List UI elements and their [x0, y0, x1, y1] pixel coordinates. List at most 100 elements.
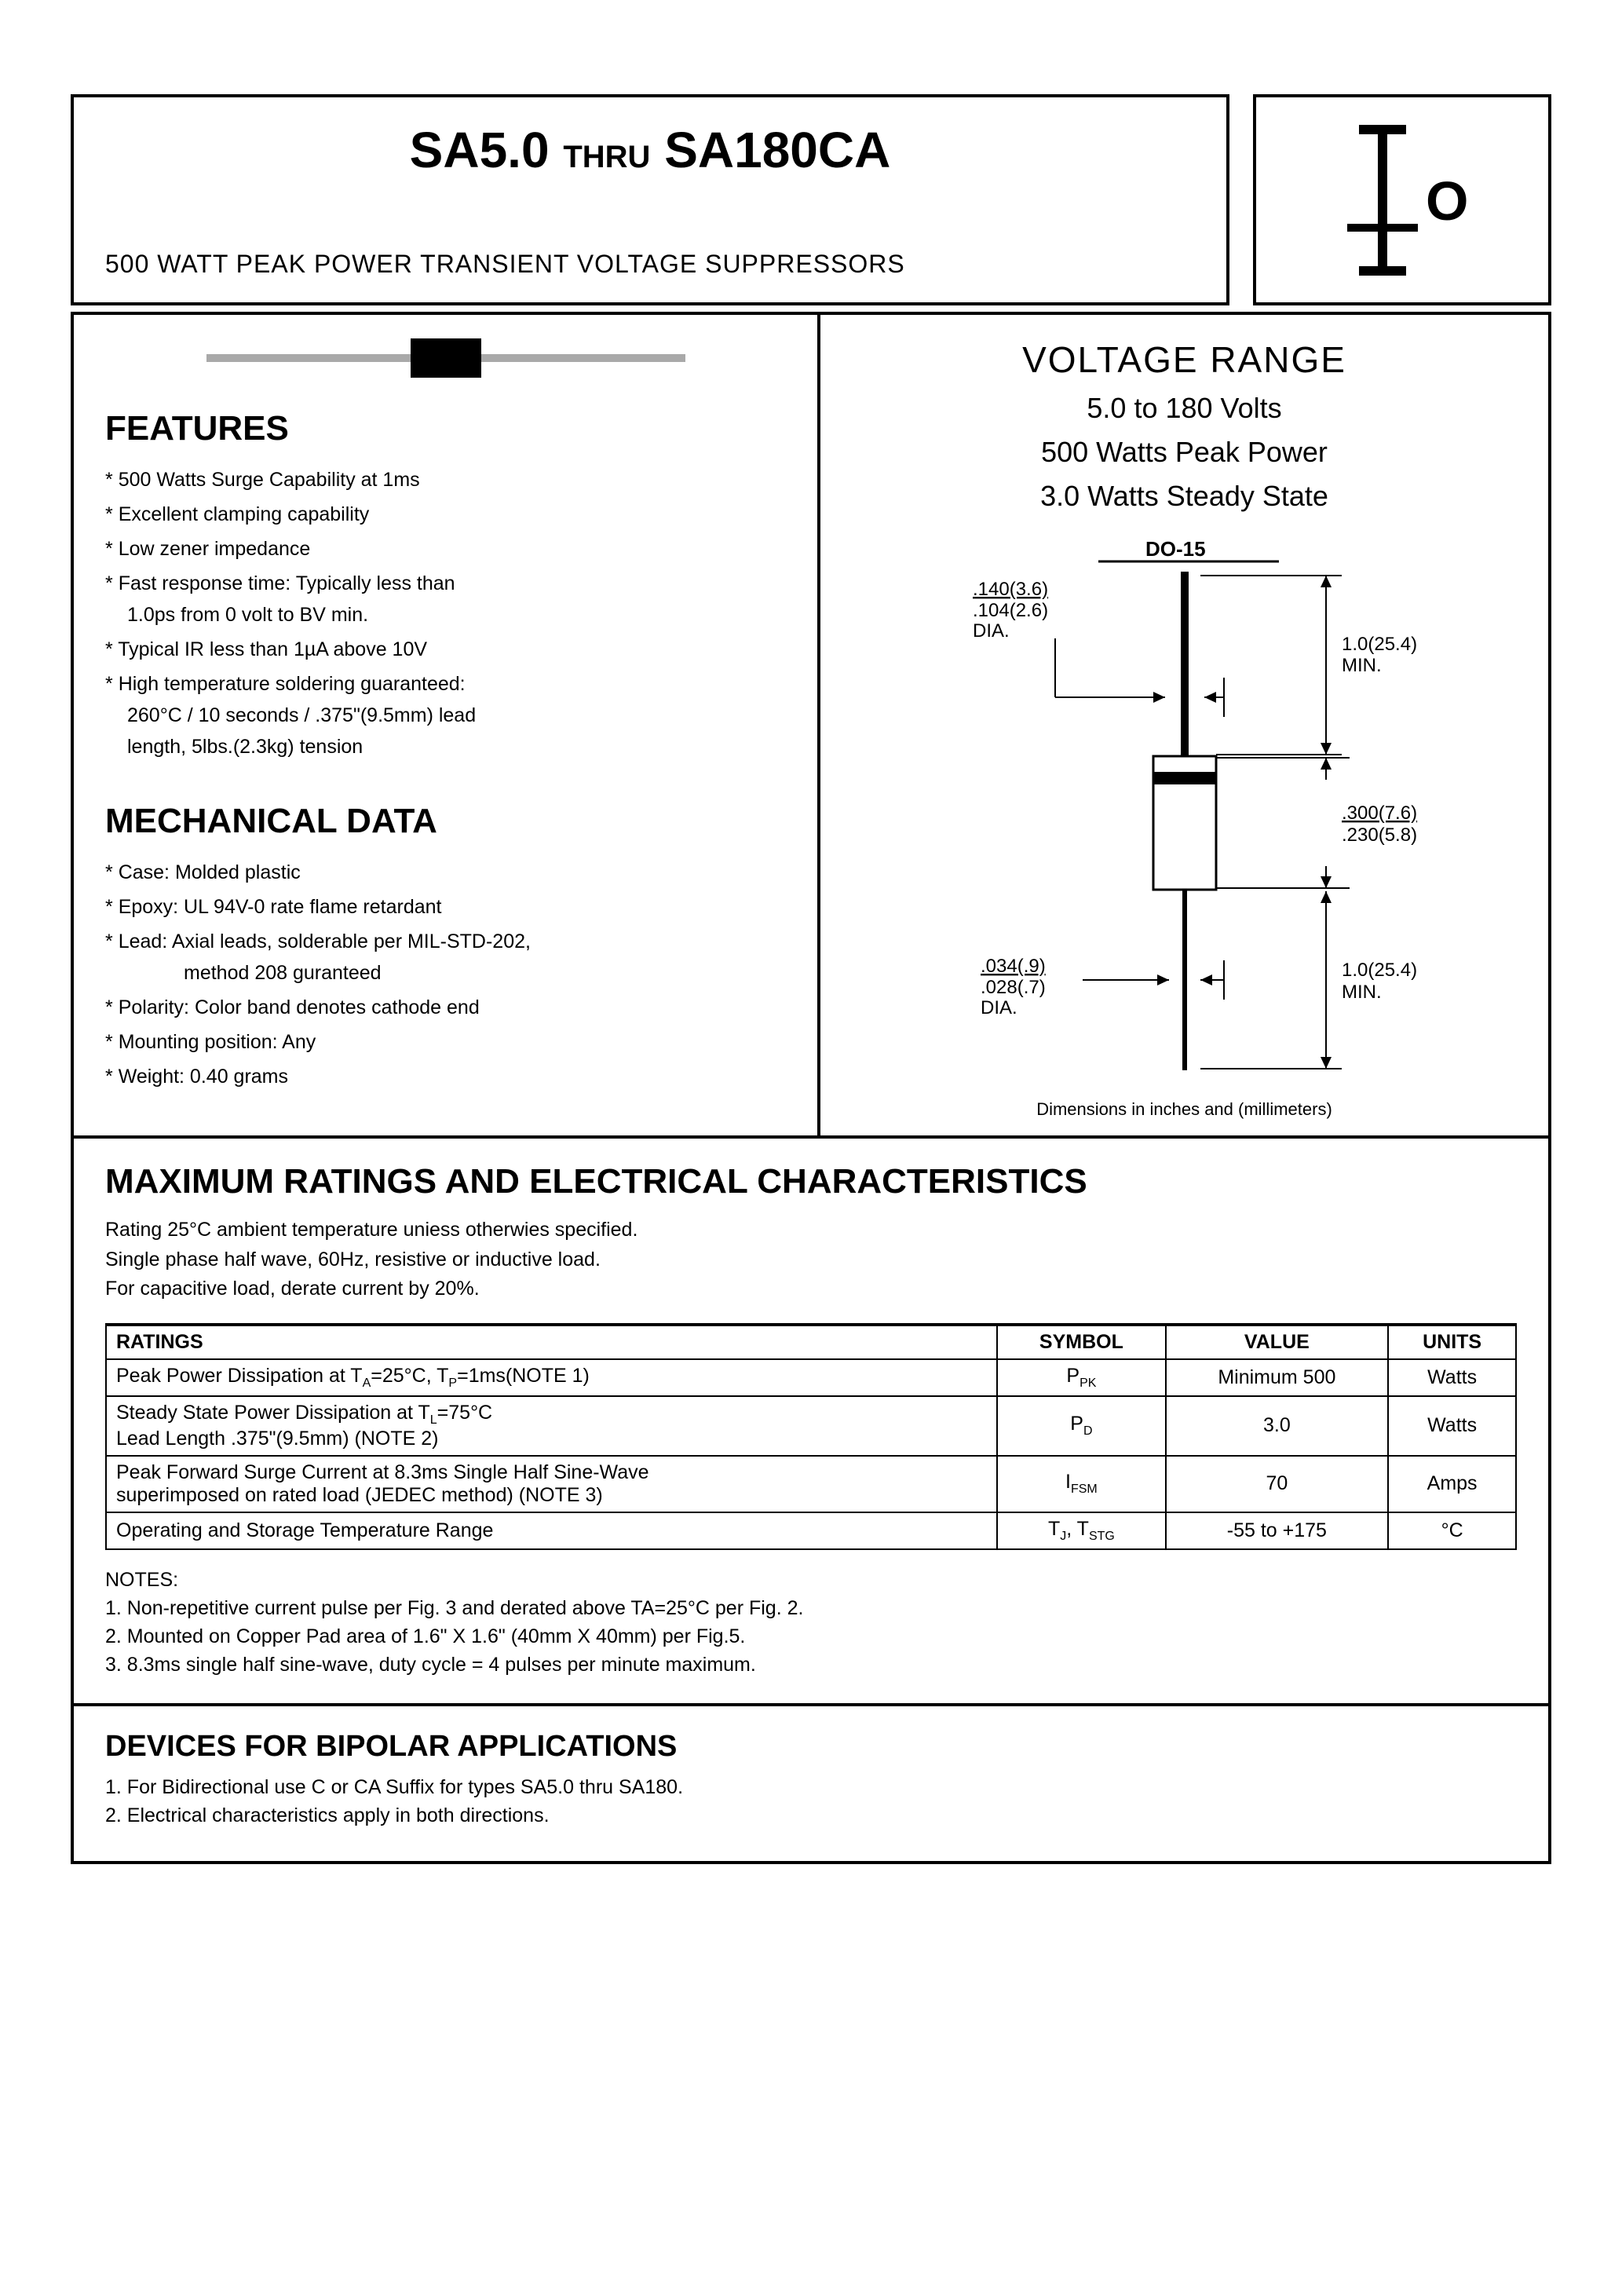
mechanical-heading: MECHANICAL DATA — [105, 802, 786, 841]
lead-right — [481, 354, 685, 362]
cell-rating: Peak Power Dissipation at TA=25°C, TP=1m… — [106, 1359, 997, 1396]
feature-item: Low zener impedance — [105, 533, 786, 565]
svg-text:1.0(25.4): 1.0(25.4) — [1342, 960, 1417, 981]
voltage-range-line: 5.0 to 180 Volts — [844, 392, 1525, 425]
section-divider — [74, 1703, 1548, 1706]
voltage-range-line: 3.0 Watts Steady State — [844, 480, 1525, 513]
note-line: 1. Non-repetitive current pulse per Fig.… — [105, 1594, 1517, 1622]
title-thru: THRU — [563, 140, 650, 174]
bipolar-line: 2. Electrical characteristics apply in b… — [105, 1801, 1517, 1830]
svg-text:MIN.: MIN. — [1342, 982, 1382, 1003]
mech-item: Weight: 0.40 grams — [105, 1061, 786, 1092]
feature-item: High temperature soldering guaranteed: 2… — [105, 668, 786, 762]
intro-line: Single phase half wave, 60Hz, resistive … — [105, 1245, 1517, 1275]
mechanical-section: MECHANICAL DATA Case: Molded plastic Epo… — [105, 802, 786, 1092]
package-caption: Dimensions in inches and (millimeters) — [844, 1099, 1525, 1120]
svg-text:.034(.9): .034(.9) — [981, 956, 1046, 977]
table-row: Peak Power Dissipation at TA=25°C, TP=1m… — [106, 1359, 1516, 1396]
feature-cont: 1.0ps from 0 volt to BV min. — [105, 599, 786, 631]
mechanical-list: Case: Molded plastic Epoxy: UL 94V-0 rat… — [105, 857, 786, 1092]
mech-text: Lead: Axial leads, solderable per MIL-ST… — [119, 930, 531, 952]
package-drawing: DO-15 .140(3.6) .104(2.6) DIA. — [844, 536, 1525, 1120]
cell-units: °C — [1388, 1512, 1516, 1549]
mech-item: Polarity: Color band denotes cathode end — [105, 992, 786, 1023]
cell-symbol: TJ, TSTG — [997, 1512, 1165, 1549]
svg-text:.140(3.6): .140(3.6) — [973, 579, 1048, 600]
col-symbol: SYMBOL — [997, 1325, 1165, 1359]
ratings-box: MAXIMUM RATINGS AND ELECTRICAL CHARACTER… — [71, 1139, 1551, 1864]
subtitle: 500 WATT PEAK POWER TRANSIENT VOLTAGE SU… — [105, 250, 1195, 279]
col-ratings: RATINGS — [106, 1325, 997, 1359]
features-list: 500 Watts Surge Capability at 1ms Excell… — [105, 464, 786, 762]
note-line: 2. Mounted on Copper Pad area of 1.6" X … — [105, 1622, 1517, 1651]
mech-item: Case: Molded plastic — [105, 857, 786, 888]
logo-icon: O — [1324, 106, 1481, 294]
component-graphic — [105, 338, 786, 378]
cell-units: Watts — [1388, 1359, 1516, 1396]
svg-text:DIA.: DIA. — [973, 620, 1010, 642]
cell-value: -55 to +175 — [1166, 1512, 1389, 1549]
feature-cont: 260°C / 10 seconds / .375"(9.5mm) lead — [105, 700, 786, 731]
max-ratings-heading: MAXIMUM RATINGS AND ELECTRICAL CHARACTER… — [105, 1162, 1517, 1201]
svg-text:.300(7.6): .300(7.6) — [1342, 803, 1417, 824]
logo-box: O — [1253, 94, 1551, 305]
lead-left — [206, 354, 411, 362]
col-value: VALUE — [1166, 1325, 1389, 1359]
left-column: FEATURES 500 Watts Surge Capability at 1… — [74, 315, 820, 1135]
cell-symbol: PD — [997, 1396, 1165, 1456]
cell-rating: Operating and Storage Temperature Range — [106, 1512, 997, 1549]
svg-text:MIN.: MIN. — [1342, 655, 1382, 676]
ratings-table: RATINGS SYMBOL VALUE UNITS Peak Power Di… — [105, 1323, 1517, 1550]
middle-row: FEATURES 500 Watts Surge Capability at 1… — [71, 312, 1551, 1139]
voltage-range-heading: VOLTAGE RANGE — [844, 338, 1525, 381]
feature-cont: length, 5lbs.(2.3kg) tension — [105, 731, 786, 762]
header-row: SA5.0 THRU SA180CA 500 WATT PEAK POWER T… — [71, 94, 1551, 305]
body-icon — [411, 338, 481, 378]
voltage-range-line: 500 Watts Peak Power — [844, 436, 1525, 469]
intro-line: For capacitive load, derate current by 2… — [105, 1274, 1517, 1304]
ratings-intro: Rating 25°C ambient temperature uniess o… — [105, 1216, 1517, 1304]
table-header-row: RATINGS SYMBOL VALUE UNITS — [106, 1325, 1516, 1359]
svg-text:.104(2.6): .104(2.6) — [973, 600, 1048, 621]
cell-units: Amps — [1388, 1456, 1516, 1512]
col-units: UNITS — [1388, 1325, 1516, 1359]
cell-rating: Peak Forward Surge Current at 8.3ms Sing… — [106, 1456, 997, 1512]
cell-rating: Steady State Power Dissipation at TL=75°… — [106, 1396, 997, 1456]
svg-text:DO-15: DO-15 — [1145, 537, 1206, 561]
title-left: SA5.0 — [410, 122, 550, 178]
mech-cont: method 208 guranteed — [105, 957, 786, 989]
note-line: 3. 8.3ms single half sine-wave, duty cyc… — [105, 1651, 1517, 1679]
intro-line: Rating 25°C ambient temperature uniess o… — [105, 1216, 1517, 1245]
mech-item: Mounting position: Any — [105, 1026, 786, 1058]
mech-item: Lead: Axial leads, solderable per MIL-ST… — [105, 926, 786, 989]
main-title: SA5.0 THRU SA180CA — [105, 121, 1195, 179]
feature-item: 500 Watts Surge Capability at 1ms — [105, 464, 786, 495]
cell-value: 70 — [1166, 1456, 1389, 1512]
svg-text:.230(5.8): .230(5.8) — [1342, 824, 1417, 846]
cell-units: Watts — [1388, 1396, 1516, 1456]
feature-text: High temperature soldering guaranteed: — [119, 673, 466, 695]
svg-text:O: O — [1426, 170, 1468, 232]
notes-heading: NOTES: — [105, 1566, 1517, 1594]
right-column: VOLTAGE RANGE 5.0 to 180 Volts 500 Watts… — [820, 315, 1548, 1135]
feature-item: Typical IR less than 1µA above 10V — [105, 634, 786, 665]
title-right: SA180CA — [664, 122, 890, 178]
bipolar-lines: 1. For Bidirectional use C or CA Suffix … — [105, 1773, 1517, 1830]
feature-text: Fast response time: Typically less than — [119, 572, 455, 594]
feature-item: Fast response time: Typically less than … — [105, 568, 786, 631]
table-row: Steady State Power Dissipation at TL=75°… — [106, 1396, 1516, 1456]
feature-item: Excellent clamping capability — [105, 499, 786, 530]
title-box: SA5.0 THRU SA180CA 500 WATT PEAK POWER T… — [71, 94, 1229, 305]
cell-symbol: IFSM — [997, 1456, 1165, 1512]
cell-value: Minimum 500 — [1166, 1359, 1389, 1396]
mech-item: Epoxy: UL 94V-0 rate flame retardant — [105, 891, 786, 923]
bipolar-line: 1. For Bidirectional use C or CA Suffix … — [105, 1773, 1517, 1801]
table-row: Peak Forward Surge Current at 8.3ms Sing… — [106, 1456, 1516, 1512]
svg-text:.028(.7): .028(.7) — [981, 977, 1046, 998]
features-heading: FEATURES — [105, 409, 786, 448]
svg-text:DIA.: DIA. — [981, 997, 1017, 1018]
cell-symbol: PPK — [997, 1359, 1165, 1396]
do15-diagram: DO-15 .140(3.6) .104(2.6) DIA. — [902, 536, 1467, 1086]
table-row: Operating and Storage Temperature Range … — [106, 1512, 1516, 1549]
bipolar-heading: DEVICES FOR BIPOLAR APPLICATIONS — [105, 1730, 1517, 1764]
